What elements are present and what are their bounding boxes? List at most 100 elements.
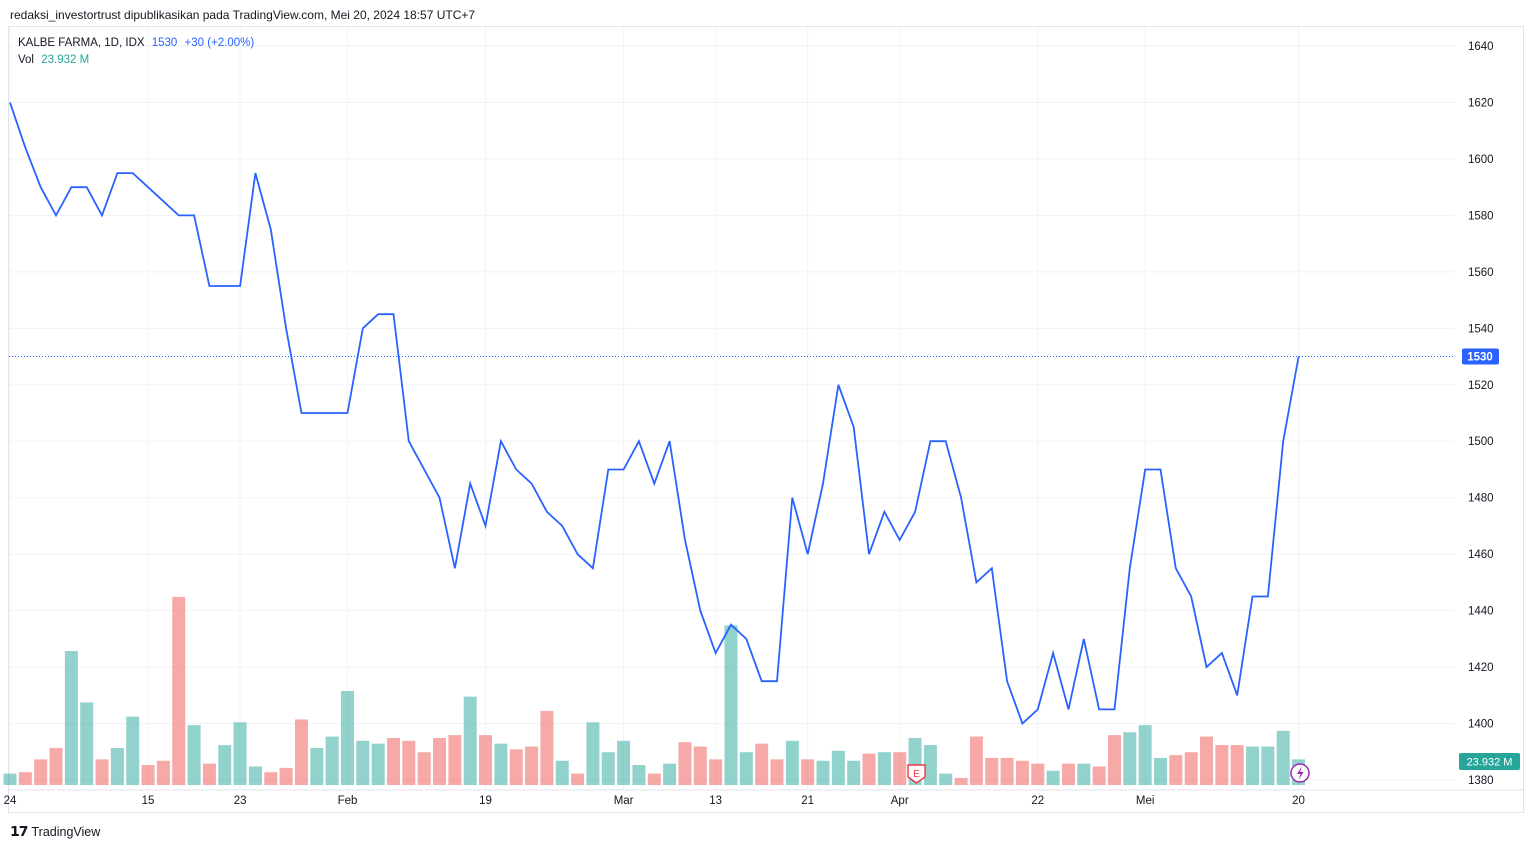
volume-bar xyxy=(709,759,723,785)
last-price-badge xyxy=(1462,348,1499,365)
footer-branding[interactable]: 𝟭𝟳 TradingView xyxy=(10,823,100,840)
volume-bar xyxy=(279,767,293,785)
tradingview-logo-icon: 𝟭𝟳 xyxy=(10,823,29,839)
volume-bar xyxy=(755,743,769,785)
chart-markers: E xyxy=(907,763,1310,784)
volume-bar xyxy=(264,772,278,785)
volume-bar xyxy=(141,765,155,785)
volume-bar xyxy=(402,740,416,785)
volume-bar xyxy=(1061,763,1075,785)
volume-bar xyxy=(831,750,845,785)
volume-bar xyxy=(893,752,907,785)
volume-bar xyxy=(494,743,508,785)
volume-bar xyxy=(647,773,661,785)
volume-bar xyxy=(601,752,615,785)
volume-bar xyxy=(1077,763,1091,785)
volume-bar xyxy=(1046,770,1060,785)
volume-bar xyxy=(1015,760,1029,785)
earnings-marker-label: E xyxy=(913,769,920,780)
volume-bar xyxy=(1184,752,1198,785)
volume-bar xyxy=(801,759,815,785)
y-tick-label: 1460 xyxy=(1468,549,1494,561)
x-tick-label: 24 xyxy=(4,795,17,807)
x-tick-label: Mei xyxy=(1136,795,1155,807)
volume-bar xyxy=(233,722,247,785)
footer-logo-text: TradingView xyxy=(31,824,101,839)
y-tick-label: 1480 xyxy=(1468,493,1494,505)
x-tick-label: Mar xyxy=(614,795,634,807)
volume-bar xyxy=(371,743,385,785)
x-tick-label: 23 xyxy=(234,795,247,807)
x-tick-label: Apr xyxy=(891,795,909,807)
volume-bar xyxy=(693,746,707,785)
x-tick-label: 15 xyxy=(142,795,155,807)
volume-bar xyxy=(294,719,308,785)
volume-bar xyxy=(248,766,262,785)
x-tick-label: 21 xyxy=(801,795,814,807)
volume-bar xyxy=(509,749,523,785)
volume-bar xyxy=(448,735,462,785)
volume-bar xyxy=(202,763,216,785)
last-price-label: 1530 xyxy=(1467,352,1493,364)
volume-bar xyxy=(479,735,493,785)
volume-bar xyxy=(1169,755,1183,785)
legend-volume-row: Vol 23.932 M xyxy=(18,52,254,69)
volume-bar xyxy=(724,625,738,785)
time-axis: 241523Feb19Mar1321Apr22Mei20Jun xyxy=(4,789,1523,807)
volume-bar xyxy=(1031,763,1045,785)
volume-bar xyxy=(1215,745,1229,785)
volume-bar xyxy=(1092,766,1106,785)
volume-bar xyxy=(433,737,447,785)
volume-bar xyxy=(877,752,891,785)
volume-bar xyxy=(954,777,968,785)
volume-bar xyxy=(463,696,477,785)
volume-bar xyxy=(525,746,539,785)
y-tick-label: 1440 xyxy=(1468,606,1494,618)
volume-bar xyxy=(187,725,201,785)
y-tick-label: 1600 xyxy=(1468,154,1494,166)
volume-bar xyxy=(862,753,876,785)
legend-symbol-row: KALBE FARMA, 1D, IDX 1530 +30 (+2.00%) xyxy=(18,35,254,52)
legend-price: 1530 xyxy=(151,37,178,49)
y-tick-label: 1500 xyxy=(1468,436,1494,448)
chart-attribution: redaksi_investortrust dipublikasikan pad… xyxy=(10,8,476,22)
y-tick-label: 1540 xyxy=(1468,323,1494,335)
volume-bars xyxy=(3,596,1306,785)
volume-bar xyxy=(555,760,569,785)
volume-bar xyxy=(969,736,983,785)
volume-bar xyxy=(80,702,94,785)
volume-bar xyxy=(18,772,32,785)
volume-bar xyxy=(1123,732,1137,785)
volume-bar xyxy=(540,710,554,785)
legend-symbol: KALBE FARMA, 1D, IDX xyxy=(18,37,145,49)
price-axis: 1380 1400 1420 1440 1460 1480 1500 1520 1540 1560… xyxy=(1459,41,1520,787)
volume-bar xyxy=(156,760,170,785)
volume-bar xyxy=(847,760,861,785)
volume-bar xyxy=(34,759,48,785)
volume-bar xyxy=(64,651,78,785)
volume-bar xyxy=(1246,746,1260,785)
volume-bar xyxy=(417,752,431,785)
last-volume-label: 23.932 M xyxy=(1467,757,1513,769)
volume-bar xyxy=(172,596,186,785)
volume-bar xyxy=(571,773,585,785)
volume-bar xyxy=(939,773,953,785)
y-tick-label: 1580 xyxy=(1468,210,1494,222)
x-tick-label: 19 xyxy=(479,795,492,807)
volume-bar xyxy=(586,722,600,785)
legend-change: +30 (+2.00%) xyxy=(184,37,255,49)
volume-bar xyxy=(325,736,339,785)
volume-bar xyxy=(816,760,830,785)
x-tick-label: 13 xyxy=(709,795,722,807)
volume-bar xyxy=(1000,757,1014,785)
volume-bar xyxy=(310,747,324,785)
volume-bar xyxy=(95,759,109,785)
volume-bar xyxy=(770,759,784,785)
volume-bar xyxy=(1261,746,1275,785)
volume-bar xyxy=(923,745,937,785)
volume-bar xyxy=(785,740,799,785)
x-tick-label: 20 xyxy=(1292,795,1305,807)
last-volume-badge xyxy=(1459,753,1520,770)
volume-bar xyxy=(1276,730,1290,785)
